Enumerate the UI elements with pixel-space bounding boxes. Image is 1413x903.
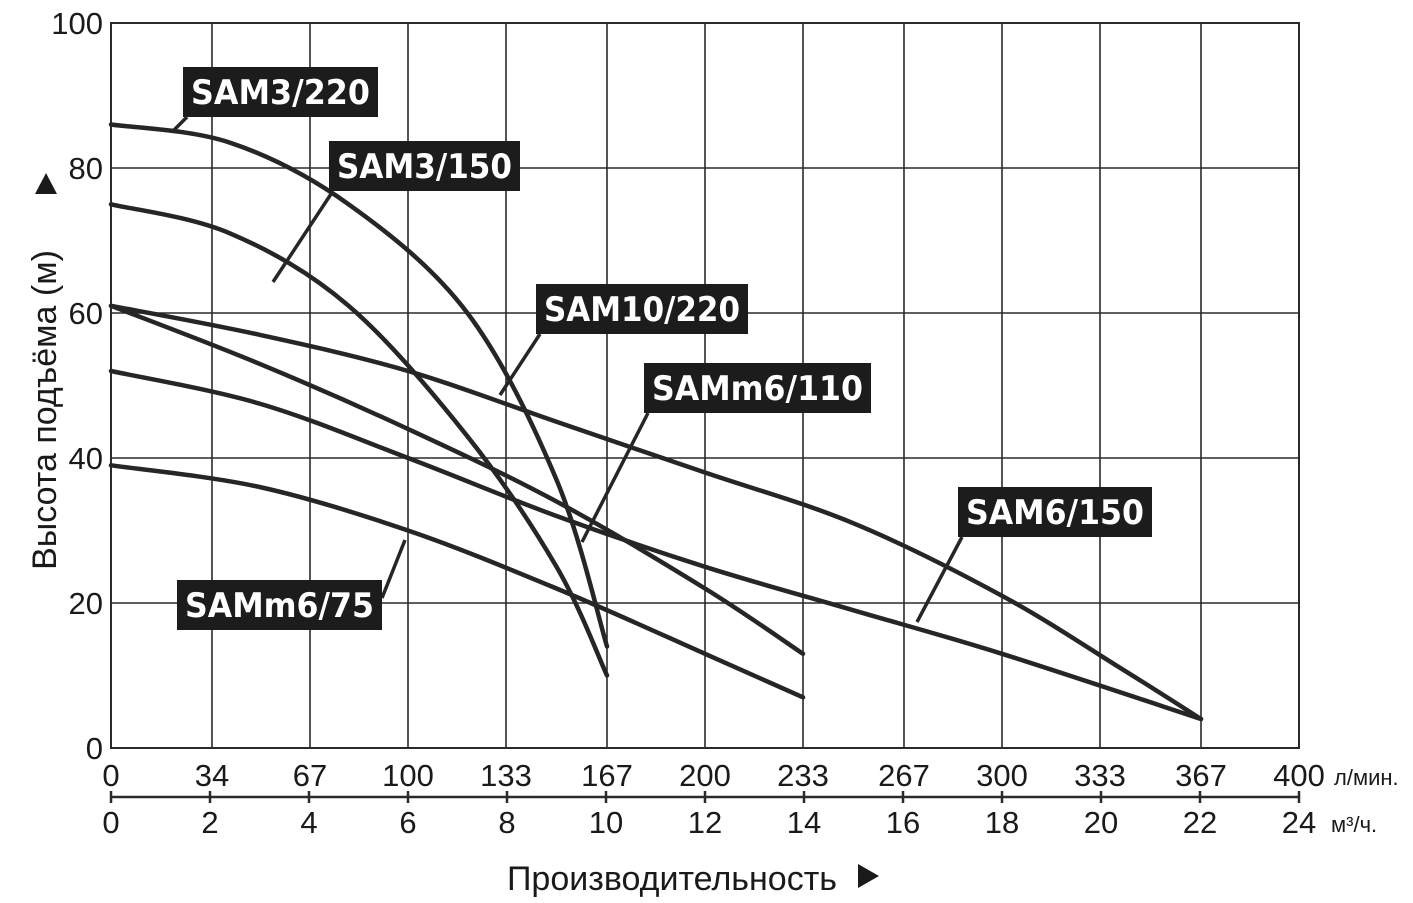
series-label: SAMm6/110: [644, 363, 871, 413]
series-label-text: SAM3/220: [191, 73, 370, 113]
series-label: SAM3/150: [329, 141, 520, 191]
x-tick-label-secondary: 8: [498, 805, 515, 840]
label-leader-line: [915, 536, 964, 623]
label-leader-line: [580, 412, 650, 543]
x-tick-label-primary: 34: [195, 758, 229, 793]
x-tick-label-secondary: 6: [399, 805, 416, 840]
series-line: [108, 202, 610, 678]
x-tick-label-primary: 67: [293, 758, 327, 793]
series-label-box: [177, 580, 382, 630]
x-tick-label-primary: 267: [878, 758, 930, 793]
label-leader-line: [498, 333, 542, 396]
curves: [108, 122, 1204, 722]
y-tick-label: 100: [51, 6, 103, 41]
series-label-text: SAMm6/110: [652, 369, 863, 409]
x-tick-label-primary: 333: [1074, 758, 1126, 793]
x-tick-label-secondary: 18: [985, 805, 1019, 840]
x-tick-label-secondary: 0: [102, 805, 119, 840]
x-tick-label-secondary: 12: [688, 805, 722, 840]
series-line: [108, 122, 610, 649]
series-label-box: [329, 141, 520, 191]
series-line: [108, 303, 806, 657]
label-leader-line: [271, 190, 335, 283]
series-line: [108, 463, 806, 700]
y-axis-title: Высота подъёма (м): [26, 250, 64, 570]
series-labels: SAM3/220 SAM3/150 SAM10/220 SAMm6/110 SAM6/1…: [177, 67, 1152, 630]
x-unit-primary: л/мин.: [1334, 765, 1399, 790]
series-label: SAMm6/75: [177, 580, 382, 630]
series-label-box: [644, 363, 871, 413]
series-line: [108, 368, 1204, 722]
x-tick-label-secondary: 10: [589, 805, 623, 840]
series-line: [108, 303, 1204, 722]
series-label: SAM10/220: [536, 284, 748, 334]
series-label-text: SAM10/220: [544, 290, 740, 330]
x-tick-label-secondary: 20: [1084, 805, 1118, 840]
x-tick-label-primary: 167: [581, 758, 633, 793]
y-tick-label: 60: [69, 296, 103, 331]
series-label-text: SAMm6/75: [185, 586, 374, 626]
y-tick-label: 20: [69, 586, 103, 621]
series-label-box: [183, 67, 378, 117]
y-axis-arrow-icon: [35, 173, 57, 194]
x-tick-label-primary: 300: [976, 758, 1028, 793]
x-tick-labels-primary: 0 34 67 100 133 167 200 233 267 300 333 367 400: [102, 758, 1324, 793]
x-axis-title: Производительность: [507, 860, 837, 898]
x-tick-label-primary: 200: [679, 758, 731, 793]
x-tick-label-primary: 100: [382, 758, 434, 793]
x-tick-label-primary: 133: [480, 758, 532, 793]
x-tick-label-primary: 367: [1175, 758, 1227, 793]
label-leader-line: [380, 539, 407, 599]
series-label-text: SAM3/150: [337, 147, 512, 187]
y-tick-label: 0: [86, 731, 103, 766]
x-tick-label-secondary: 22: [1183, 805, 1217, 840]
x-tick-label-secondary: 4: [300, 805, 317, 840]
y-tick-label: 80: [69, 151, 103, 186]
x-tick-labels-secondary: 0 2 4 6 8 10 12 14 16 18 20 22 24: [102, 791, 1316, 840]
series-label-box: [958, 487, 1152, 537]
x-tick-label-primary: 0: [102, 758, 119, 793]
x-tick-label-secondary: 16: [886, 805, 920, 840]
series-label-box: [536, 284, 748, 334]
label-leaders: [170, 115, 964, 623]
x-tick-label-primary: 400: [1273, 758, 1325, 793]
x-axis-arrow-icon: [858, 864, 879, 888]
y-tick-label: 40: [69, 441, 103, 476]
series-label: SAM3/220: [183, 67, 378, 117]
label-leader-line: [170, 115, 189, 134]
x-tick-label-primary: 233: [777, 758, 829, 793]
plot-frame: [110, 22, 1300, 749]
series-label-text: SAM6/150: [966, 493, 1144, 533]
x-unit-secondary: м³/ч.: [1331, 812, 1377, 837]
x-tick-label-secondary: 14: [787, 805, 821, 840]
series-label: SAM6/150: [958, 487, 1152, 537]
x-tick-label-secondary: 2: [201, 805, 218, 840]
y-tick-labels: 0 20 40 60 80 100: [51, 6, 103, 766]
x-tick-label-secondary: 24: [1282, 805, 1316, 840]
